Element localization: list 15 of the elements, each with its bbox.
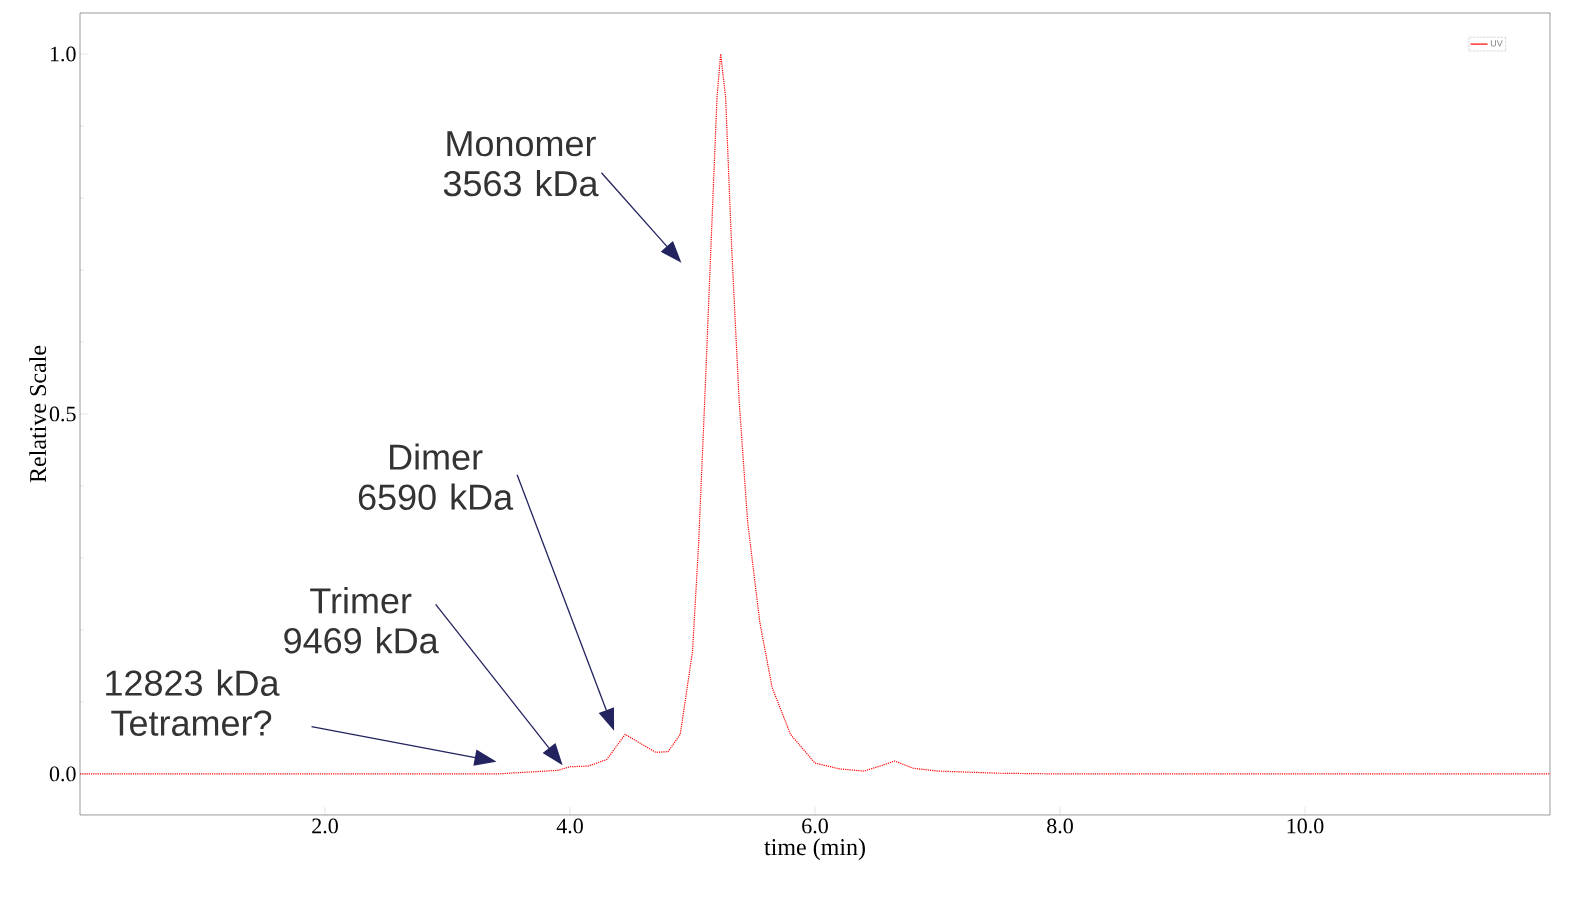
x-tick-label: 2.0 (312, 818, 338, 834)
annotation: Monomer 3563 kDa (443, 131, 599, 197)
y-tick-label: 1.0 (50, 46, 76, 62)
annotation: Trimer 9469 kDa (284, 587, 439, 654)
annotation: 12823 kDa Tetramer? (106, 669, 280, 736)
x-tick-label: 10.0 (1287, 818, 1324, 834)
x-tick-label: 6.0 (802, 818, 828, 834)
y-axis-title: Relative Scale (29, 345, 47, 483)
x-tick-label: 4.0 (556, 818, 583, 834)
legend-label: UV (1490, 40, 1503, 47)
x-axis-title: time (min) (764, 838, 865, 861)
annotation: Dimer 6590 kDa (358, 443, 514, 510)
y-tick-label: 0.0 (49, 766, 76, 782)
x-tick-label: 8.0 (1047, 818, 1073, 834)
y-tick-label: 0.5 (49, 406, 76, 422)
